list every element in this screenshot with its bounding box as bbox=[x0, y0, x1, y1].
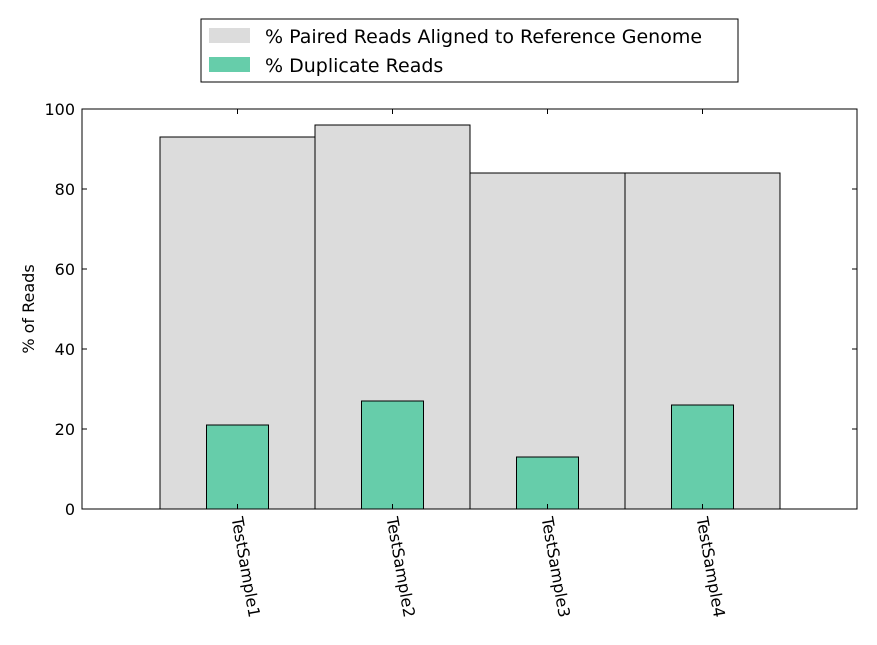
y-tick-label: 100 bbox=[44, 100, 75, 119]
y-tick-label: 60 bbox=[55, 260, 75, 279]
x-tick-label: TestSample1 bbox=[227, 514, 264, 618]
y-tick-label: 80 bbox=[55, 180, 75, 199]
legend-swatch-duplicate bbox=[209, 57, 250, 72]
legend: % Paired Reads Aligned to Reference Geno… bbox=[200, 18, 739, 83]
legend-label-aligned: % Paired Reads Aligned to Reference Geno… bbox=[265, 26, 702, 48]
plot-frame bbox=[81, 108, 858, 510]
legend-label-duplicate: % Duplicate Reads bbox=[265, 55, 443, 77]
x-tick-label: TestSample3 bbox=[537, 514, 574, 618]
duplicate-bar bbox=[361, 400, 424, 510]
x-tick-label: TestSample2 bbox=[382, 514, 419, 618]
y-axis: 0 20 40 60 80 100 bbox=[44, 100, 857, 519]
y-tick-label: 0 bbox=[65, 500, 75, 519]
legend-swatch-aligned bbox=[209, 28, 250, 43]
aligned-bar bbox=[314, 124, 471, 510]
duplicate-bar bbox=[671, 404, 734, 510]
legend-frame bbox=[200, 18, 739, 83]
duplicate-bar bbox=[206, 424, 269, 510]
y-axis-title: % of Reads bbox=[19, 264, 38, 353]
aligned-bars bbox=[159, 124, 781, 510]
y-tick-label: 40 bbox=[55, 340, 75, 359]
duplicate-bar bbox=[516, 456, 579, 510]
x-tick-label: TestSample4 bbox=[692, 514, 729, 618]
aligned-bar bbox=[469, 172, 626, 510]
y-tick-label: 20 bbox=[55, 420, 75, 439]
